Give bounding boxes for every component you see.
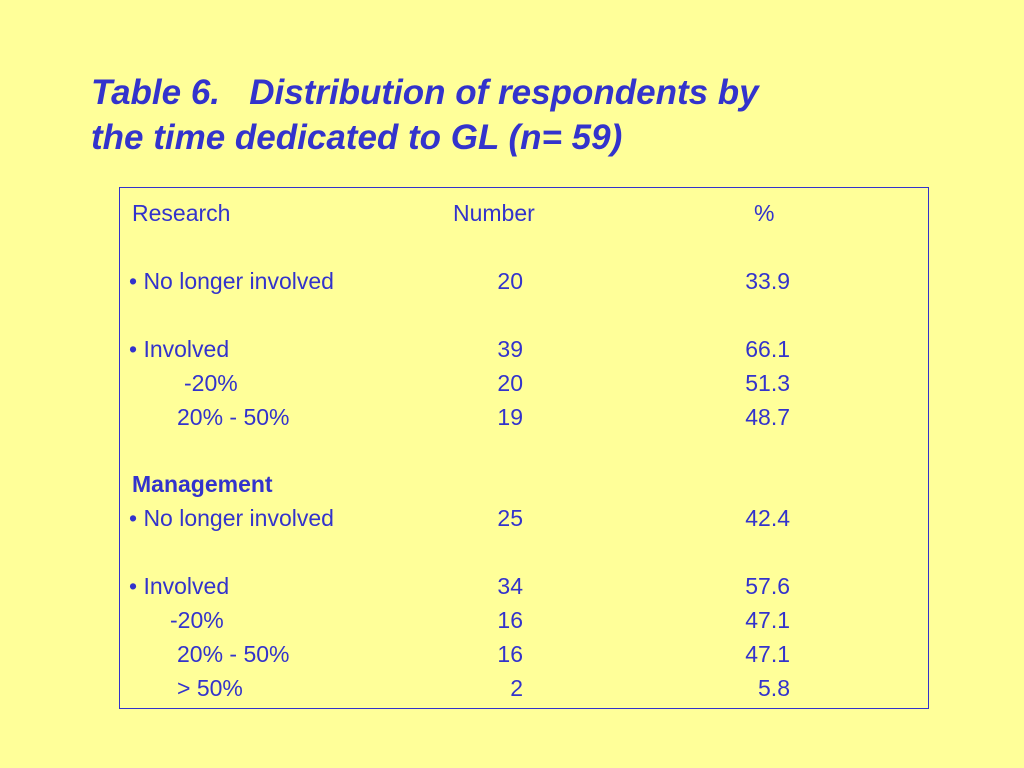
- row-label: • Involved: [129, 336, 230, 362]
- row-percent: 33.9: [745, 268, 790, 294]
- section-header-management: Management: [132, 471, 273, 497]
- row-percent: 42.4: [745, 505, 790, 531]
- row-number: 19: [497, 404, 523, 430]
- row-label: • No longer involved: [129, 268, 334, 294]
- row-percent: 66.1: [745, 336, 790, 362]
- row-label: • No longer involved: [129, 505, 334, 531]
- row-number: 16: [497, 641, 523, 667]
- slide-title-line-2: the time dedicated to GL (n= 59): [91, 118, 623, 157]
- row-number: 2: [510, 675, 523, 701]
- row-percent: 47.1: [745, 641, 790, 667]
- row-label: • Involved: [129, 573, 230, 599]
- slide-title: Table 6. Distribution of respondents by …: [91, 70, 911, 160]
- distribution-table: Research Number % • No longer involved 2…: [119, 187, 929, 709]
- row-number: 25: [497, 505, 523, 531]
- row-number: 39: [497, 336, 523, 362]
- row-number: 16: [497, 607, 523, 633]
- row-percent: 57.6: [745, 573, 790, 599]
- row-label: > 50%: [177, 675, 243, 701]
- row-number: 20: [497, 268, 523, 294]
- slide-title-line-1: Table 6. Distribution of respondents by: [91, 73, 759, 112]
- row-percent: 5.8: [758, 675, 790, 701]
- row-label: -20%: [170, 607, 224, 633]
- row-percent: 47.1: [745, 607, 790, 633]
- row-number: 34: [497, 573, 523, 599]
- row-percent: 48.7: [745, 404, 790, 430]
- row-number: 20: [497, 370, 523, 396]
- row-percent: 51.3: [745, 370, 790, 396]
- row-label: 20% - 50%: [177, 404, 290, 430]
- column-header-research: Research: [132, 200, 231, 226]
- column-header-percent: %: [754, 200, 775, 226]
- row-label: -20%: [184, 370, 238, 396]
- row-label: 20% - 50%: [177, 641, 290, 667]
- column-header-number: Number: [453, 200, 535, 226]
